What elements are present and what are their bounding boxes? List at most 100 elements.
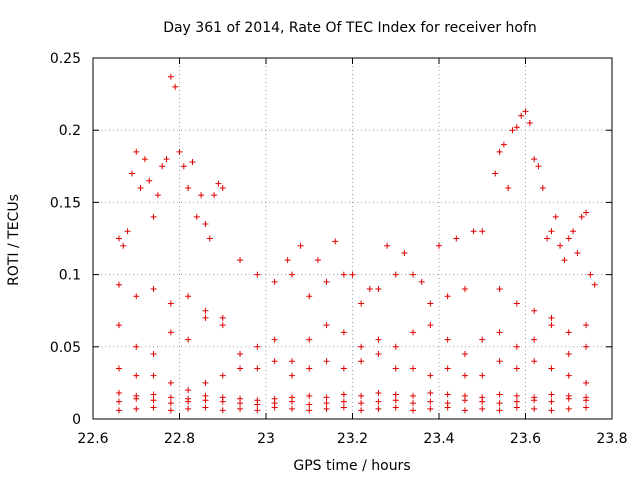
data-point xyxy=(427,300,433,306)
data-point xyxy=(393,397,399,403)
data-point xyxy=(133,373,139,379)
data-point xyxy=(168,400,174,406)
data-point xyxy=(116,236,122,242)
data-point xyxy=(566,406,572,412)
data-point xyxy=(523,108,529,114)
data-point xyxy=(427,390,433,396)
chart-title: Day 361 of 2014, Rate Of TEC Index for r… xyxy=(163,20,537,36)
data-point xyxy=(220,373,226,379)
y-tick-label: 0.05 xyxy=(50,340,81,356)
data-point xyxy=(151,351,157,357)
data-point xyxy=(324,406,330,412)
data-point xyxy=(254,365,260,371)
data-point xyxy=(289,394,295,400)
scatter-chart: Day 361 of 2014, Rate Of TEC Index for r… xyxy=(0,0,640,480)
data-point xyxy=(185,337,191,343)
data-point xyxy=(531,394,537,400)
data-point xyxy=(237,396,243,402)
data-point xyxy=(544,236,550,242)
data-point xyxy=(410,365,416,371)
data-point xyxy=(358,407,364,413)
data-point xyxy=(497,286,503,292)
data-point xyxy=(574,250,580,256)
data-point xyxy=(289,272,295,278)
y-tick-label: 0.2 xyxy=(59,123,81,139)
data-point xyxy=(168,300,174,306)
data-point xyxy=(133,344,139,350)
data-point xyxy=(272,337,278,343)
data-point xyxy=(557,243,563,249)
data-point xyxy=(341,404,347,410)
data-point xyxy=(535,163,541,169)
data-point xyxy=(583,394,589,400)
data-point xyxy=(168,394,174,400)
data-point xyxy=(220,407,226,413)
data-point xyxy=(462,407,468,413)
x-tick-label: 23.8 xyxy=(596,431,627,447)
data-point xyxy=(587,272,593,278)
data-point xyxy=(207,236,213,242)
data-point xyxy=(116,282,122,288)
data-point xyxy=(583,210,589,216)
data-point xyxy=(375,351,381,357)
data-point xyxy=(566,373,572,379)
data-point xyxy=(531,156,537,162)
data-point xyxy=(185,406,191,412)
data-point xyxy=(220,315,226,321)
y-axis-ticks: 0 0.05 0.1 0.15 0.2 0.25 xyxy=(50,51,612,428)
data-point xyxy=(393,391,399,397)
data-point xyxy=(159,163,165,169)
data-point xyxy=(561,257,567,263)
data-point xyxy=(497,400,503,406)
data-point xyxy=(358,344,364,350)
data-point xyxy=(151,373,157,379)
data-point xyxy=(185,293,191,299)
data-point xyxy=(358,393,364,399)
data-point xyxy=(168,380,174,386)
data-point xyxy=(194,214,200,220)
data-point xyxy=(185,396,191,402)
data-point xyxy=(514,365,520,371)
data-point xyxy=(220,322,226,328)
data-point xyxy=(548,407,554,413)
data-point xyxy=(306,337,312,343)
data-point xyxy=(427,373,433,379)
data-point xyxy=(410,329,416,335)
data-point xyxy=(393,404,399,410)
data-point xyxy=(133,393,139,399)
data-point xyxy=(514,404,520,410)
data-point xyxy=(479,406,485,412)
data-point xyxy=(116,390,122,396)
data-point xyxy=(514,393,520,399)
data-point xyxy=(410,393,416,399)
data-point xyxy=(272,358,278,364)
data-point xyxy=(289,373,295,379)
data-point xyxy=(462,393,468,399)
data-point xyxy=(436,243,442,249)
data-point xyxy=(350,272,356,278)
data-point xyxy=(151,404,157,410)
data-point xyxy=(410,400,416,406)
data-point xyxy=(155,192,161,198)
data-point xyxy=(332,238,338,244)
data-point xyxy=(185,387,191,393)
data-point xyxy=(133,149,139,155)
data-point xyxy=(553,214,559,220)
data-point xyxy=(254,344,260,350)
data-point xyxy=(189,159,195,165)
data-point xyxy=(514,399,520,405)
data-point xyxy=(341,272,347,278)
data-point xyxy=(202,221,208,227)
x-tick-label: 22.8 xyxy=(164,431,195,447)
x-tick-label: 22.6 xyxy=(77,431,108,447)
data-point xyxy=(548,391,554,397)
data-point xyxy=(479,394,485,400)
data-point xyxy=(393,272,399,278)
data-point xyxy=(151,214,157,220)
data-point xyxy=(445,365,451,371)
data-point xyxy=(566,351,572,357)
y-tick-label: 0.1 xyxy=(59,268,81,284)
data-point xyxy=(289,358,295,364)
data-point xyxy=(151,286,157,292)
data-point xyxy=(324,394,330,400)
